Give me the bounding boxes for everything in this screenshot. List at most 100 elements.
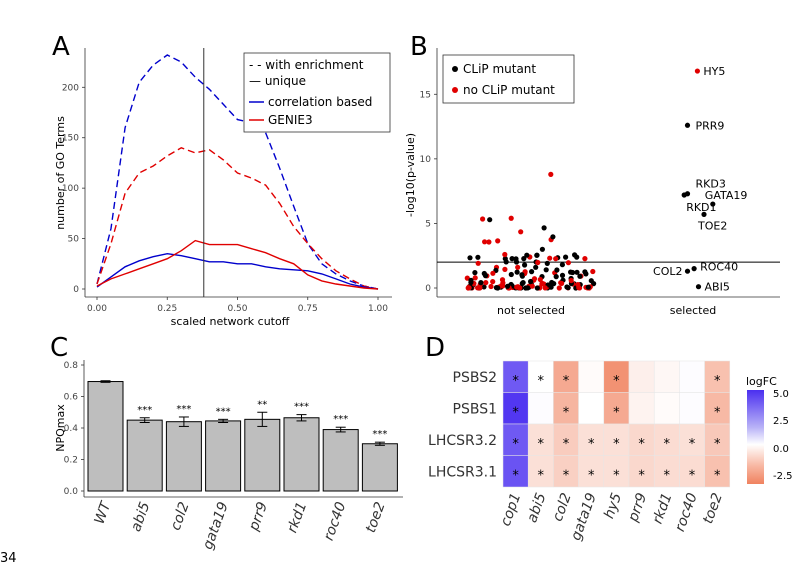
- b-legend-noclip-dot: [452, 87, 458, 93]
- a-legend-box: [243, 52, 391, 133]
- d-cell-star: *: [563, 437, 570, 452]
- b-point: [482, 239, 488, 245]
- b-point: [521, 256, 527, 262]
- c-xtick-label: rkd1: [284, 500, 310, 535]
- c-significance: ***: [372, 429, 387, 440]
- b-point: [553, 274, 559, 280]
- c-bar: [126, 419, 163, 492]
- a-ylabel: number of GO Terms: [54, 116, 67, 230]
- d-cell-star: *: [714, 468, 721, 483]
- b-point: [502, 251, 508, 258]
- b-point: [486, 239, 492, 245]
- d-cell: [653, 455, 680, 488]
- panel-d-heatmap: * * * * * * * * * * * * * * * * * * * * * * * * * * * PSBS2 PSBS1 LH…: [428, 360, 793, 543]
- c-significance: ***: [216, 406, 231, 417]
- c-xtick-label: WT: [92, 499, 115, 527]
- a-ytick-label: 0: [73, 285, 79, 295]
- b-point: [502, 266, 508, 272]
- b-point: [476, 285, 482, 291]
- b-point: [509, 256, 515, 262]
- c-bar: [205, 420, 242, 492]
- d-cell-star: *: [714, 437, 721, 452]
- b-point: [535, 259, 541, 266]
- d-legend-tick-neg-2-5: -2.5: [773, 471, 793, 482]
- b-point: [478, 280, 484, 286]
- d-cell-star: *: [714, 374, 721, 389]
- b-labeled-point: [681, 192, 687, 198]
- b-point: [524, 252, 530, 258]
- b-point: [554, 267, 560, 273]
- b-gene-label: ROC40: [700, 261, 738, 274]
- d-cell: [628, 455, 655, 488]
- b-legend-clip-dot: [452, 66, 458, 72]
- b-point: [577, 273, 583, 279]
- b-labeled-point: [691, 266, 697, 272]
- b-point: [522, 262, 528, 268]
- c-xtick-label: gata19: [200, 500, 232, 552]
- b-gene-label: PRR9: [696, 119, 725, 132]
- c-ytick-label: 0.6: [64, 393, 79, 403]
- b-point: [490, 270, 496, 276]
- b-point: [514, 284, 520, 290]
- d-cell: [704, 392, 731, 425]
- b-ytick-label: 5: [425, 219, 431, 229]
- c-xtick-label: roc40: [321, 500, 350, 543]
- b-ytick-label: 10: [420, 155, 432, 165]
- b-point: [490, 279, 496, 285]
- d-col-label: prr9: [625, 491, 650, 525]
- d-cell: [553, 423, 579, 456]
- b-point: [559, 280, 565, 286]
- a-xtick-label: 0.00: [87, 304, 107, 314]
- b-point: [543, 267, 549, 273]
- panel-c-bar-chart: 0.0 0.2 0.4 0.6 0.8 WT *** abi5 *** col2 *** gata1…: [54, 360, 403, 552]
- c-xtick-label: prr9: [246, 500, 271, 534]
- a-xtick-label: 0.75: [298, 304, 318, 314]
- d-cell: [704, 423, 731, 456]
- d-cell-star: *: [538, 468, 545, 483]
- d-cell: [679, 392, 705, 425]
- b-ylabel: -log10(p-value): [404, 133, 417, 217]
- c-ytick-label: 0.2: [64, 456, 78, 466]
- b-point: [556, 285, 562, 291]
- b-point: [582, 256, 588, 262]
- b-point: [519, 272, 525, 278]
- a-legend: - - with enrichment — unique correlation…: [243, 52, 391, 133]
- c-bar: [165, 421, 202, 492]
- b-gene-label: RKD3: [696, 178, 726, 191]
- d-legend-tick-2-5: 2.5: [773, 416, 789, 427]
- b-point: [559, 272, 566, 278]
- b-point: [542, 285, 548, 291]
- b-point: [500, 283, 506, 289]
- b-point: [464, 275, 470, 281]
- b-gene-label: RKD1: [686, 201, 716, 214]
- b-point: [508, 215, 514, 221]
- b-labeled-point: [694, 68, 701, 74]
- b-point: [529, 269, 535, 275]
- d-col-label: hy5: [601, 491, 625, 521]
- b-point: [502, 256, 508, 262]
- d-cell: [603, 392, 630, 425]
- d-cell-star: *: [563, 405, 570, 420]
- d-cell-star: *: [638, 437, 645, 452]
- a-xtick-label: 0.50: [227, 304, 247, 314]
- c-xtick-label: toe2: [363, 500, 389, 535]
- d-row-label: LHCSR3.1: [428, 464, 497, 480]
- b-point: [533, 264, 539, 270]
- a-ytick-label: 100: [62, 184, 79, 194]
- c-significance: ***: [294, 402, 309, 413]
- b-point: [563, 254, 569, 260]
- d-legend: logFC 5.0 2.5 0.0 -2.5: [746, 375, 793, 484]
- d-col-label: roc40: [672, 491, 701, 534]
- d-cell: [578, 360, 605, 393]
- d-cell-star: *: [588, 437, 595, 452]
- d-cell-star: *: [512, 405, 519, 420]
- c-bar: [322, 429, 359, 492]
- b-point: [590, 268, 596, 275]
- a-series-line: [96, 252, 379, 290]
- panel-letter-a: A: [52, 32, 70, 62]
- d-cell-star: *: [613, 405, 620, 420]
- b-labeled-point: [695, 284, 702, 290]
- d-cell-star: *: [512, 374, 519, 389]
- b-point: [528, 278, 534, 285]
- b-point: [487, 217, 493, 223]
